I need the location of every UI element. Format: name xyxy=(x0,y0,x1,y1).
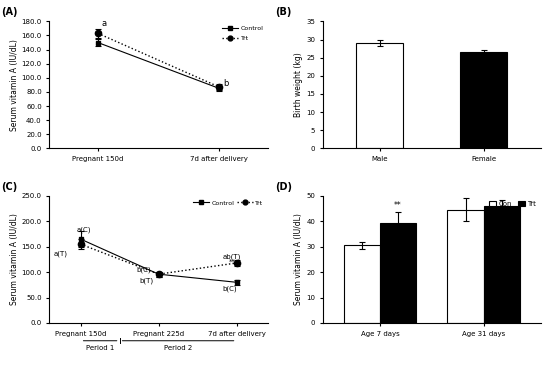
Bar xyxy=(380,222,416,323)
Text: b(C): b(C) xyxy=(222,286,237,292)
Text: (A): (A) xyxy=(2,7,18,17)
Text: (B): (B) xyxy=(275,7,291,17)
Legend: Con, Trt: Con, Trt xyxy=(487,199,538,208)
Y-axis label: Birth weight (kg): Birth weight (kg) xyxy=(294,52,303,117)
Bar xyxy=(448,210,484,323)
Text: **: ** xyxy=(394,201,402,210)
Text: (C): (C) xyxy=(2,182,18,192)
Bar xyxy=(460,52,507,148)
Text: Period 1: Period 1 xyxy=(86,345,115,350)
Y-axis label: Serum vitamin A (IU/dL): Serum vitamin A (IU/dL) xyxy=(294,214,303,305)
Bar xyxy=(484,206,520,323)
Text: b: b xyxy=(223,79,229,88)
Text: b(C): b(C) xyxy=(137,266,151,273)
Y-axis label: Serum vitamin A (IU/dL): Serum vitamin A (IU/dL) xyxy=(10,214,19,305)
Bar xyxy=(357,43,403,148)
Text: b(T): b(T) xyxy=(139,277,153,284)
Legend: Control, Trt: Control, Trt xyxy=(192,199,265,207)
Text: a: a xyxy=(101,19,107,28)
Legend: Control, Trt: Control, Trt xyxy=(221,25,265,43)
Y-axis label: Serum vitamin A (IU/dL): Serum vitamin A (IU/dL) xyxy=(10,39,19,131)
Text: **: ** xyxy=(229,259,236,265)
Text: a(C): a(C) xyxy=(77,227,91,233)
Text: a(T): a(T) xyxy=(53,250,67,257)
Text: (D): (D) xyxy=(275,182,292,192)
Text: Period 2: Period 2 xyxy=(164,345,192,350)
Bar xyxy=(344,246,380,323)
Text: ab(T): ab(T) xyxy=(222,254,241,261)
